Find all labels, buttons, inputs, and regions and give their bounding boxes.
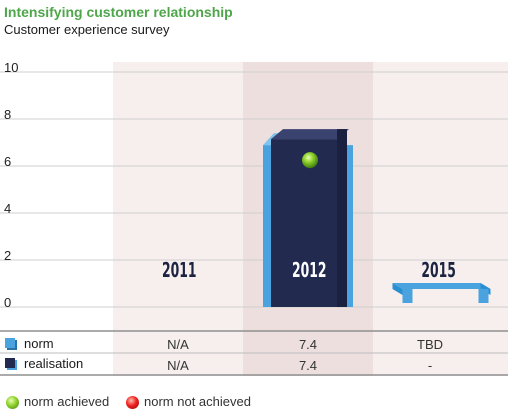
legend-norm-achieved: norm achieved	[24, 394, 110, 409]
norm-not-achieved-icon	[126, 396, 139, 409]
norm-achieved-icon	[6, 396, 19, 409]
table-cell-norm-2012: 7.4	[298, 337, 318, 352]
table-row-label-realisation: realisation	[24, 356, 84, 371]
y-tick-label: 8	[4, 107, 11, 122]
column-band-2015	[373, 62, 508, 376]
realisation-row-icon	[5, 358, 15, 368]
status-marker-2012	[302, 152, 318, 169]
table-cell-norm-2011: N/A	[167, 337, 189, 352]
norm-row-icon	[5, 338, 15, 348]
realisation-bar-side-2012	[337, 129, 347, 307]
y-tick-label: 6	[4, 154, 11, 169]
chart-title: Intensifying customer relationship	[4, 4, 233, 20]
realisation-bar-top-2012	[271, 129, 349, 140]
table-cell-realisation-2015: -	[427, 358, 433, 373]
table-cell-norm-2015: TBD	[417, 337, 443, 352]
column-band-2011	[113, 62, 243, 376]
legend-norm-not-achieved: norm not achieved	[144, 394, 251, 409]
y-tick-label: 4	[4, 201, 11, 216]
table-cell-realisation-2012: 7.4	[298, 358, 318, 373]
y-tick-label: 0	[4, 295, 11, 310]
norm-bar-right-2012	[344, 145, 353, 307]
category-label-2015: 2015	[421, 259, 455, 282]
target-frame-leg-right-2015	[478, 289, 489, 303]
category-label-2011: 2011	[162, 259, 196, 282]
y-tick-label: 2	[4, 248, 11, 263]
chart-subtitle: Customer experience survey	[4, 22, 170, 37]
target-frame-leg-left-2015	[402, 289, 413, 303]
y-tick-label: 10	[4, 60, 18, 75]
realisation-bar-2012	[271, 139, 337, 307]
table-cell-realisation-2011: N/A	[167, 358, 189, 373]
table-row-label-norm: norm	[24, 336, 54, 351]
category-label-2012: 2012	[292, 259, 326, 282]
norm-bar-left-2012	[263, 145, 272, 307]
target-frame-top-2015	[392, 283, 491, 289]
target-frame-left-2015	[392, 283, 403, 295]
